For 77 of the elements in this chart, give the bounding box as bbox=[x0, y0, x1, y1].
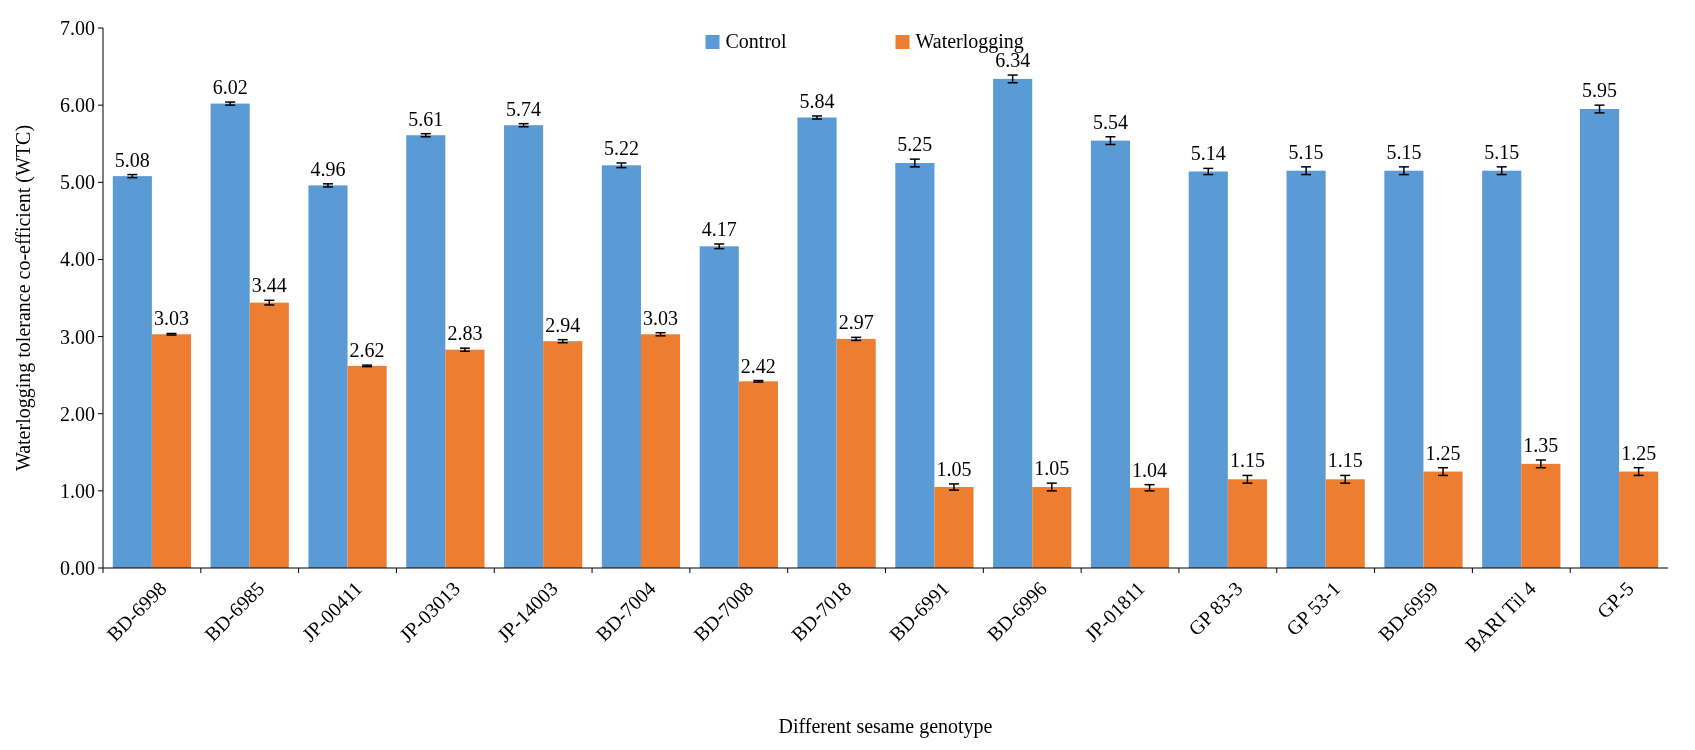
data-label: 5.25 bbox=[897, 133, 933, 156]
bar bbox=[151, 334, 192, 568]
bar bbox=[1286, 170, 1326, 568]
bar bbox=[1521, 463, 1561, 568]
data-label: 2.42 bbox=[740, 354, 776, 377]
data-label: 2.94 bbox=[545, 313, 581, 336]
bar bbox=[1090, 140, 1131, 568]
data-label: 1.04 bbox=[1132, 458, 1168, 481]
x-axis-title: Different sesame genotype bbox=[778, 715, 993, 738]
bar bbox=[993, 78, 1033, 568]
data-label: 5.54 bbox=[1092, 110, 1128, 133]
bar bbox=[347, 365, 387, 568]
bar bbox=[1384, 170, 1424, 568]
data-label: 5.84 bbox=[799, 89, 835, 112]
data-label: 4.96 bbox=[310, 157, 346, 180]
bar bbox=[699, 246, 739, 568]
data-label: 5.08 bbox=[114, 148, 150, 171]
bar bbox=[543, 341, 583, 568]
data-label: 1.25 bbox=[1425, 441, 1461, 464]
bar bbox=[1032, 487, 1072, 568]
bar bbox=[249, 302, 289, 568]
bar bbox=[797, 117, 837, 568]
data-label: 5.61 bbox=[408, 107, 444, 130]
y-tick-label: 0.00 bbox=[60, 557, 95, 579]
bar bbox=[1227, 479, 1267, 568]
legend-label: Control bbox=[725, 30, 788, 52]
data-label: 1.25 bbox=[1621, 441, 1657, 464]
y-axis-title: Waterlogging tolerance co-efficient (WTC) bbox=[12, 124, 35, 472]
y-tick-label: 3.00 bbox=[60, 325, 95, 348]
bar bbox=[504, 125, 544, 568]
y-tick-label: 1.00 bbox=[60, 479, 95, 502]
data-label: 4.17 bbox=[701, 218, 737, 240]
bar bbox=[112, 176, 152, 568]
bar bbox=[1130, 487, 1170, 568]
y-tick-label: 7.00 bbox=[60, 17, 95, 39]
data-label: 1.05 bbox=[1034, 457, 1070, 480]
data-label: 5.74 bbox=[506, 97, 542, 120]
bar bbox=[738, 381, 778, 568]
x-tick-label: GP 83-3 bbox=[1184, 577, 1247, 640]
data-label: 1.05 bbox=[936, 457, 972, 480]
data-label: 1.15 bbox=[1229, 449, 1265, 472]
data-label: 3.44 bbox=[251, 274, 287, 297]
data-label: 5.14 bbox=[1190, 142, 1226, 165]
data-label: 5.15 bbox=[1386, 140, 1422, 163]
bar bbox=[836, 338, 876, 568]
y-tick-label: 4.00 bbox=[60, 248, 95, 271]
bar bbox=[640, 334, 681, 568]
data-label: 1.15 bbox=[1327, 449, 1363, 472]
bar bbox=[1325, 479, 1365, 568]
data-label: 2.83 bbox=[447, 322, 483, 345]
data-label: 5.22 bbox=[603, 137, 639, 159]
y-tick-label: 2.00 bbox=[60, 402, 95, 425]
y-tick-label: 5.00 bbox=[60, 171, 95, 194]
bar bbox=[934, 487, 974, 568]
bar bbox=[601, 165, 641, 568]
bar bbox=[308, 185, 348, 568]
data-label: 2.62 bbox=[349, 339, 385, 362]
data-label: 5.15 bbox=[1288, 140, 1324, 163]
data-label: 3.03 bbox=[643, 306, 679, 329]
data-label: 5.95 bbox=[1582, 79, 1618, 102]
y-tick-label: 6.00 bbox=[60, 94, 95, 117]
data-label: 3.03 bbox=[153, 307, 189, 330]
data-label: 6.02 bbox=[212, 76, 248, 99]
bar bbox=[1423, 471, 1463, 568]
bar bbox=[1579, 109, 1620, 568]
data-label: 1.35 bbox=[1523, 434, 1559, 456]
data-label: 5.15 bbox=[1484, 140, 1520, 163]
bar bbox=[210, 103, 250, 568]
bar bbox=[406, 135, 446, 568]
bar bbox=[1188, 171, 1228, 568]
x-tick-label: GP 53-1 bbox=[1281, 577, 1345, 640]
bar bbox=[895, 163, 935, 568]
legend-label: Waterlogging bbox=[915, 30, 1024, 53]
bar bbox=[445, 349, 485, 568]
bar bbox=[1482, 170, 1522, 568]
bar bbox=[1619, 471, 1659, 568]
data-label: 2.97 bbox=[838, 311, 874, 334]
